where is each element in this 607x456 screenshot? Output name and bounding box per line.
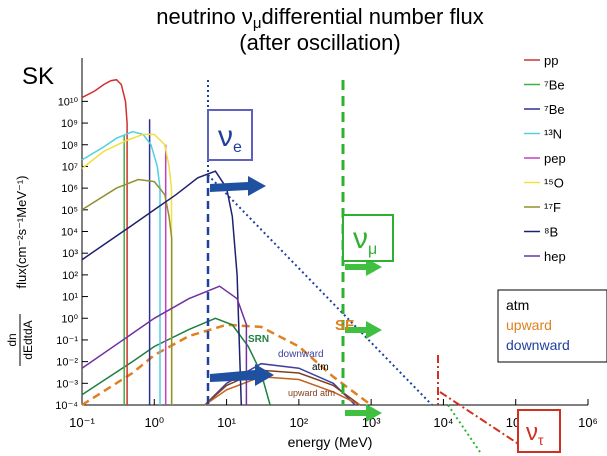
y-tick-label: 10⁸ (61, 140, 78, 152)
x-tick-label: 10⁶ (578, 415, 598, 430)
curve-label: SF (335, 317, 354, 334)
nu-e-label: νe (218, 120, 242, 156)
y-tick-label: 10⁰ (61, 313, 78, 325)
annotated-curve (81, 323, 372, 407)
series-line (81, 178, 173, 405)
y-label-denominator: dEdtdA (21, 320, 35, 359)
legend2-label: upward (506, 317, 552, 333)
x-tick-label: 10⁴ (433, 415, 453, 430)
y-tick-label: 10⁻¹ (56, 335, 78, 347)
corner-label: SK (22, 63, 54, 90)
arrow (210, 364, 274, 386)
curve-label: downward (278, 349, 324, 360)
y-tick-label: 10⁻³ (56, 378, 78, 390)
x-axis-label: energy (MeV) (288, 434, 373, 450)
y-tick-label: 10⁶ (61, 183, 78, 195)
arrow (345, 258, 382, 276)
curve-label: SRN (248, 334, 269, 345)
chart-subtitle: (after oscillation) (239, 30, 400, 55)
x-tick-label: 10² (289, 415, 308, 430)
legend-label: ⁸B (544, 225, 558, 240)
legend2-frame (497, 289, 607, 363)
legend-label: pep (544, 151, 566, 166)
legend-label: ¹³N (544, 127, 562, 142)
y-tick-label: 10¹ (62, 292, 78, 304)
nu-mu-box (342, 214, 394, 262)
arrow (210, 176, 266, 196)
x-tick-label: 10⁻¹ (69, 415, 95, 430)
curve-label: upward atm (288, 388, 335, 398)
legend2-label: downward (506, 337, 570, 353)
legend-label: ¹⁷F (544, 200, 561, 215)
series-line (81, 130, 161, 405)
legend-label: ¹⁵O (544, 176, 564, 191)
y-tick-label: 10² (62, 270, 78, 282)
y-tick-label: 10¹⁰ (58, 96, 79, 108)
x-tick-label: 10⁰ (144, 415, 164, 430)
series-line (81, 78, 128, 405)
arrow (345, 321, 382, 339)
nu-mu-label: νμ (353, 222, 377, 258)
series-line (81, 133, 173, 405)
series-line (81, 170, 243, 406)
annotated-curve (81, 317, 271, 406)
annotated-curve (204, 369, 361, 406)
y-tick-label: 10⁴ (61, 227, 78, 239)
y-tick-label: 10⁹ (61, 118, 78, 130)
arrow (345, 404, 382, 422)
nu-e-diagonal (207, 174, 433, 406)
legend2-box (497, 289, 607, 363)
curves (81, 78, 372, 407)
annotated-curve (204, 376, 361, 406)
nu-e-box (207, 109, 253, 161)
legend2-label: atm (506, 297, 529, 313)
legend-label: hep (544, 249, 566, 264)
legend-label: ⁷Be (544, 102, 565, 117)
y-axis-label: dn dEdtdA flux(cm⁻²s⁻¹MeV⁻¹) (5, 175, 35, 366)
axes: 10⁻¹ 10⁰ 10¹ 10² 10³ 10⁴ 10⁵ 10⁶ 10⁻⁴ 10⁻³ 10⁻² 10⁻… (55, 58, 598, 430)
y-tick-label: 10⁷ (62, 161, 78, 173)
y-label-numerator: dn (5, 333, 19, 346)
y-tick-label: 10⁻⁴ (55, 400, 78, 412)
x-tick-label: 10¹ (217, 415, 236, 430)
legend-label: ⁷Be (544, 78, 565, 93)
chart-title: neutrino νμdifferential number flux (156, 4, 483, 32)
y-tick-label: 10⁻² (56, 357, 78, 369)
nu-tau-box (517, 409, 561, 453)
annotated-curve (204, 362, 356, 406)
y-tick-label: 10⁵ (61, 205, 78, 217)
series-line (81, 285, 248, 405)
nu-tau-label: ντ (526, 419, 544, 448)
y-tick-label: 10³ (62, 248, 78, 260)
curve-label: atm (312, 362, 329, 373)
y-label-text: flux(cm⁻²s⁻¹MeV⁻¹) (14, 175, 29, 288)
legend-label: pp (544, 53, 558, 68)
